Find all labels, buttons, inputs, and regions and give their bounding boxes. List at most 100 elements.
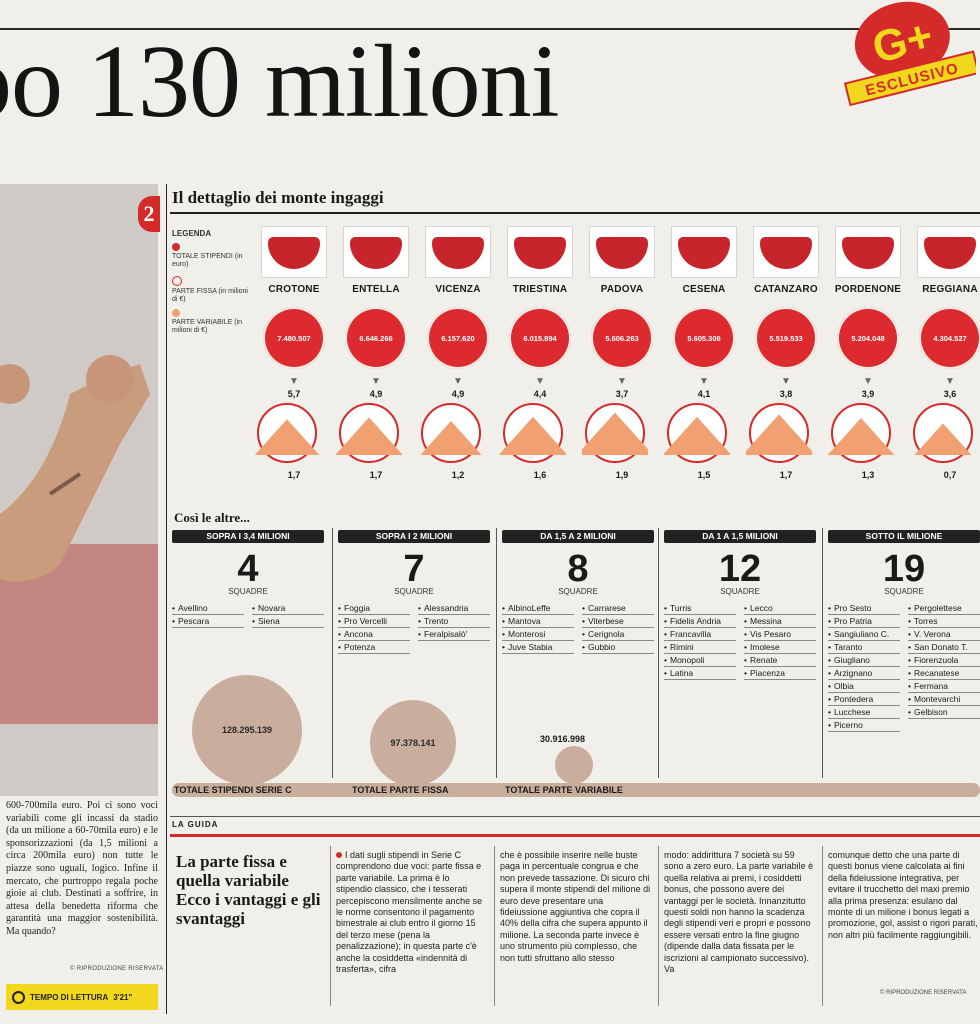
- group-team-name: Fermana: [908, 680, 980, 693]
- infographic-title: Il dettaglio dei monte ingaggi: [172, 188, 384, 207]
- section-number: 2: [138, 196, 160, 232]
- group-team-list: AlbinoLeffe Carrarese Mantova Viterbese Mont…: [502, 602, 654, 654]
- group-header: DA 1 A 1,5 MILIONI: [664, 530, 816, 543]
- group-count: 4: [237, 548, 259, 590]
- group-team-name: Pro Sesto: [828, 602, 900, 615]
- guida-column-4: comunque detto che una parte di questi b…: [828, 850, 978, 940]
- total-fixed-circle: 97.378.141: [370, 700, 456, 786]
- header-rule: [0, 28, 980, 30]
- team-crest: [343, 226, 409, 278]
- group-team-name: Torres: [908, 615, 980, 628]
- legend-variable-dot: [172, 308, 180, 317]
- team-column: TRIESTINA 6.015.894 ▼ 4,4 1,6: [498, 226, 580, 480]
- variable-wedge: [335, 417, 403, 455]
- group-divider: [496, 528, 497, 778]
- fixed-part-value: 4,4: [533, 389, 547, 399]
- clock-icon: [12, 990, 25, 1004]
- arrow-down-icon: ▼: [535, 376, 545, 387]
- group-team-name: Fidelis Andria: [664, 615, 736, 628]
- total-salary-bubble: 5.606.263: [591, 307, 653, 369]
- badge-ribbon: [843, 50, 976, 107]
- group-header: SOTTO IL MILIONE: [828, 530, 980, 543]
- team-name: REGGIANA: [922, 284, 978, 295]
- group-team-name: Avellino: [172, 602, 244, 615]
- fixed-part-value: 3,9: [861, 389, 875, 399]
- group-team-list: Turris Lecco Fidelis Andria Messina Francavi…: [664, 602, 816, 680]
- group-team-name: Montevarchi: [908, 693, 980, 706]
- group-team-name: Pergolettese: [908, 602, 980, 615]
- variable-part-value: 0,7: [943, 470, 957, 480]
- team-column: CROTONE 7.480.507 ▼ 5,7 1,7: [254, 226, 334, 480]
- group-team-name: Arzignano: [828, 667, 900, 680]
- group-count-unit: SQUADRE: [228, 587, 268, 596]
- group-team-name: Potenza: [338, 641, 410, 654]
- legend-total-dot: [172, 242, 180, 251]
- title-rule: [170, 212, 980, 214]
- fixed-part-value: 3,6: [943, 389, 957, 399]
- legend-title: LEGENDA: [172, 229, 212, 238]
- group-team-name: AlbinoLeffe: [502, 602, 574, 615]
- group-team-name: Latina: [664, 667, 736, 680]
- group-count-unit: SQUADRE: [394, 587, 434, 596]
- variable-gauge: [827, 403, 895, 463]
- reading-time-label: TEMPO DI LETTURA: [30, 992, 109, 1002]
- exclusive-badge: G+ ESCLUSIVO: [843, 1, 976, 107]
- variable-wedge: [827, 418, 895, 455]
- group-team-name: Pontedera: [828, 693, 900, 706]
- team-crest: [917, 226, 980, 278]
- total-variable-label: TOTALE PARTE VARIABILE: [505, 785, 623, 795]
- variable-wedge: [914, 423, 972, 455]
- reading-time-value: 3'21": [113, 992, 133, 1002]
- group-count-unit: SQUADRE: [558, 587, 598, 596]
- arrow-down-icon: ▼: [289, 376, 299, 387]
- total-salary-value: 5.519.533: [769, 333, 803, 343]
- variable-part-value: 1,9: [615, 470, 629, 480]
- group-team-name: Trento: [418, 615, 490, 628]
- team-name: CATANZARO: [754, 284, 818, 295]
- team-column: REGGIANA 4.304.527 ▼ 3,6 0,7: [910, 226, 980, 480]
- variable-gauge: [662, 403, 732, 463]
- arrow-down-icon: ▼: [617, 376, 627, 387]
- team-column: CESENA 5.605.306 ▼ 4,1 1,5: [662, 226, 744, 480]
- group-count: 7: [403, 548, 425, 590]
- group-count: 19: [882, 548, 926, 590]
- team-crest: [507, 226, 573, 278]
- group-team-name: Pescara: [172, 615, 244, 628]
- total-salary-bubble: 5.605.306: [673, 307, 735, 369]
- group-team-name: Francavilla: [664, 628, 736, 641]
- total-salary-value: 6.015.894: [523, 333, 557, 343]
- legend-variable-label: PARTE VARIABILE (in milioni di €): [172, 318, 243, 335]
- guida-column-3: modo: addirittura 7 società su 59 sono a…: [664, 850, 814, 975]
- team-crest: [589, 226, 655, 278]
- column-divider: [166, 184, 167, 1014]
- variable-gauge: [576, 403, 654, 463]
- variable-part-value: 1,2: [451, 470, 465, 480]
- legend-fixed-label: PARTE FISSA (in milioni di €): [172, 287, 248, 304]
- group-team-name: Renate: [744, 654, 816, 667]
- total-fixed-value: 97.378.141: [390, 738, 436, 748]
- team-name: ENTELLA: [352, 284, 400, 295]
- guida-copyright: © RIPRODUZIONE RISERVATA: [880, 990, 967, 996]
- reading-time: TEMPO DI LETTURA 3'21": [6, 984, 158, 1010]
- arrow-down-icon: ▼: [699, 376, 709, 387]
- group-team-name: Siena: [252, 615, 324, 628]
- guida-red-rule: [170, 834, 980, 837]
- team-column: VICENZA 6.157.620 ▼ 4,9 1,2: [418, 226, 498, 480]
- team-crest: [425, 226, 491, 278]
- variable-gauge: [742, 403, 816, 463]
- team-name: TRIESTINA: [512, 284, 568, 295]
- fixed-part-value: 4,9: [451, 389, 465, 399]
- group-team-name: Feralpisalò': [418, 628, 490, 641]
- group-team-name: Lucchese: [828, 706, 900, 719]
- guida-divider: [330, 846, 331, 1006]
- group-team-name: Ancona: [338, 628, 410, 641]
- group-team-name: Picerno: [828, 719, 900, 732]
- team-crest: [261, 226, 327, 278]
- total-salary-value: 7.480.507: [277, 333, 311, 343]
- group-team-name: Pro Vercelli: [338, 615, 410, 628]
- group-team-name: Novara: [252, 602, 324, 615]
